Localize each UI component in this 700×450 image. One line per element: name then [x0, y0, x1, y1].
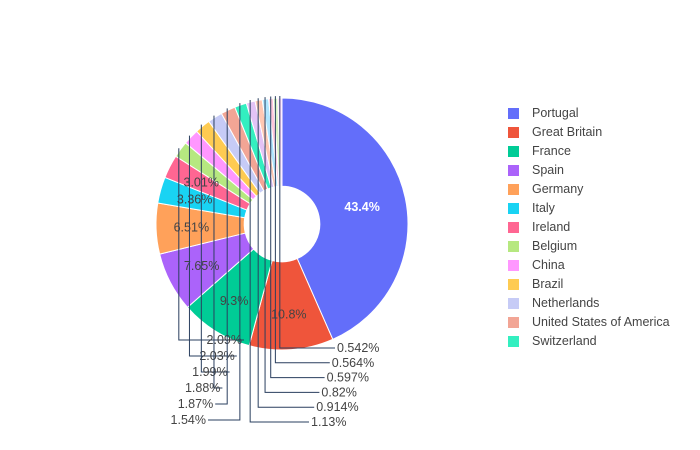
legend-swatch [508, 184, 519, 195]
legend-item[interactable]: Germany [508, 180, 670, 199]
legend-swatch [508, 241, 519, 252]
legend-swatch [508, 298, 519, 309]
slice-label: 2.09% [207, 333, 242, 347]
legend-label: Ireland [532, 220, 571, 234]
slice-label: 1.54% [171, 413, 206, 427]
legend-label: Germany [532, 182, 584, 196]
legend-swatch [508, 260, 519, 271]
leader-line [213, 115, 223, 389]
leader-line [264, 97, 320, 393]
legend-item[interactable]: United States of America [508, 313, 670, 332]
legend-item[interactable]: Ireland [508, 218, 670, 237]
slice-label: 1.99% [192, 365, 227, 379]
slice-label: 9.3% [220, 294, 249, 308]
legend-item[interactable]: Belgium [508, 237, 670, 256]
legend-label: China [532, 258, 565, 272]
legend-item[interactable]: Netherlands [508, 294, 670, 313]
leader-line [257, 98, 315, 408]
legend: Portugal Great Britain France Spain Germany I… [508, 104, 670, 351]
legend-swatch [508, 222, 519, 233]
slice-label: 0.82% [321, 385, 356, 399]
legend-label: France [532, 144, 571, 158]
legend-item[interactable]: Italy [508, 199, 670, 218]
slice-label: 43.4% [344, 200, 379, 214]
legend-item[interactable]: China [508, 256, 670, 275]
legend-swatch [508, 279, 519, 290]
slice-label: 0.914% [316, 400, 358, 414]
leader-line [274, 96, 330, 364]
slice-label: 0.564% [332, 356, 374, 370]
legend-label: Spain [532, 163, 564, 177]
pie-slice[interactable] [281, 97, 409, 340]
legend-label: Netherlands [532, 296, 600, 310]
legend-label: Portugal [532, 106, 579, 120]
legend-item[interactable]: France [508, 142, 670, 161]
slice-label: 10.8% [271, 307, 306, 321]
slice-label: 1.87% [178, 397, 213, 411]
slice-label: 0.542% [337, 341, 379, 355]
legend-swatch [508, 165, 519, 176]
legend-label: Great Britain [532, 125, 603, 139]
leader-line [188, 135, 237, 357]
legend-label: Belgium [532, 239, 578, 253]
leader-line [270, 96, 325, 379]
slice-label: 0.597% [327, 371, 369, 385]
slice-label: 2.03% [199, 349, 234, 363]
leader-line [178, 148, 244, 341]
leader-line [208, 103, 241, 421]
legend-item[interactable]: Spain [508, 161, 670, 180]
legend-item[interactable]: Brazil [508, 275, 670, 294]
slice-label: 1.13% [311, 415, 346, 429]
legend-label: United States of America [532, 315, 670, 329]
slice-label: 3.36% [177, 193, 212, 207]
leader-line [249, 100, 309, 423]
leader-line [215, 108, 228, 405]
legend-swatch [508, 108, 519, 119]
legend-swatch [508, 317, 519, 328]
legend-swatch [508, 203, 519, 214]
legend-swatch [508, 336, 519, 347]
legend-swatch [508, 127, 519, 138]
legend-label: Brazil [532, 277, 564, 291]
legend-swatch [508, 146, 519, 157]
legend-label: Italy [532, 201, 555, 215]
legend-item[interactable]: Portugal [508, 104, 670, 123]
slice-label: 6.51% [174, 220, 209, 234]
slice-label: 1.88% [185, 381, 220, 395]
legend-item[interactable]: Great Britain [508, 123, 670, 142]
leader-line [200, 124, 230, 373]
legend-item[interactable]: Switzerland [508, 332, 670, 351]
leader-line [279, 96, 335, 349]
legend-label: Switzerland [532, 334, 597, 348]
